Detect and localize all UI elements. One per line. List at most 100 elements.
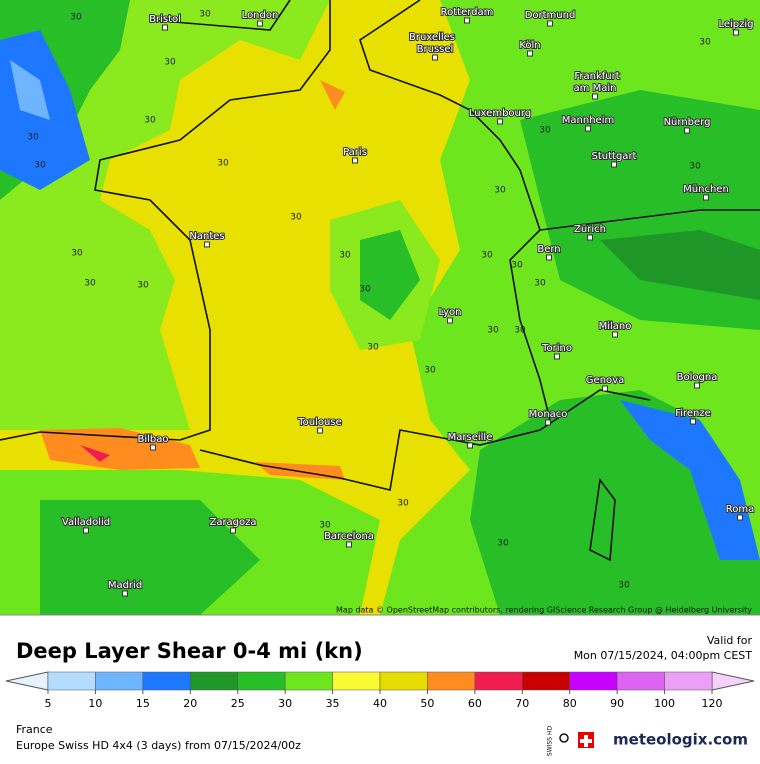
city-marker <box>527 50 533 57</box>
legend-tick-label: 15 <box>136 697 150 710</box>
legend-tick-label: 40 <box>373 697 387 710</box>
contour-label: 30 <box>217 159 229 169</box>
legend-swatch <box>47 671 96 691</box>
logo: meteologix.com <box>613 731 748 749</box>
city-label: London <box>242 10 279 21</box>
contour-label: 30 <box>199 10 211 20</box>
city-marker <box>162 24 168 31</box>
city-label: Zaragoza <box>209 517 256 528</box>
city-marker <box>611 161 617 168</box>
city-label: Frankfurt <box>574 71 619 82</box>
city-marker <box>703 194 709 201</box>
city-marker <box>447 317 453 324</box>
contour-label: 30 <box>618 581 630 591</box>
legend-tick-label: 5 <box>45 697 52 710</box>
contour-label: 30 <box>424 366 436 376</box>
city-label: Mannheim <box>562 115 614 126</box>
valid-time: Mon 07/15/2024, 04:00pm CEST <box>574 649 753 662</box>
city-marker <box>257 20 263 27</box>
city-label: Stuttgart <box>592 151 637 162</box>
legend-tick-label: 80 <box>563 697 577 710</box>
contour-label: 30 <box>699 38 711 48</box>
legend-tick-label: 90 <box>610 697 624 710</box>
legend-swatch <box>95 671 144 691</box>
legend-tick-label: 120 <box>702 697 723 710</box>
search-icon <box>559 733 569 743</box>
city-marker <box>464 17 470 24</box>
legend-tick-label: 60 <box>468 697 482 710</box>
contour-label: 30 <box>494 186 506 196</box>
city-marker <box>346 541 352 548</box>
city-label: Zürich <box>574 224 606 235</box>
legend-swatch <box>332 671 381 691</box>
legend-tick-label: 35 <box>326 697 340 710</box>
city-label: Paris <box>343 147 367 158</box>
city-marker <box>352 157 358 164</box>
city-label: am Main <box>574 83 617 94</box>
legend-tick-label: 10 <box>88 697 102 710</box>
legend-tick-label: 100 <box>654 697 675 710</box>
legend-swatch <box>664 671 713 691</box>
city-label: Lyon <box>438 307 461 318</box>
contour-label: 30 <box>137 281 149 291</box>
city-marker <box>546 254 552 261</box>
contour-label: 30 <box>481 251 493 261</box>
city-marker <box>602 385 608 392</box>
contour-label: 30 <box>319 521 331 531</box>
swiss-cross <box>580 735 592 747</box>
city-marker <box>592 93 598 100</box>
city-label: Leipzig <box>718 19 753 30</box>
legend-tick-label: 70 <box>515 697 529 710</box>
legend-swatch <box>379 671 428 691</box>
city-marker <box>585 125 591 132</box>
contour-label: 30 <box>359 285 371 295</box>
contour-label: 30 <box>34 161 46 171</box>
legend-swatch <box>427 671 476 691</box>
city-label: Toulouse <box>297 417 341 428</box>
legend-swatch <box>616 671 665 691</box>
contour-label: 30 <box>514 326 526 336</box>
legend-tick-label: 25 <box>231 697 245 710</box>
model: Europe Swiss HD 4x4 (3 days) from 07/15/… <box>16 739 301 752</box>
contour-label: 30 <box>534 279 546 289</box>
contour-label: 30 <box>70 13 82 23</box>
city-marker <box>122 590 128 597</box>
city-marker <box>204 241 210 248</box>
legend-tick-label: 20 <box>183 697 197 710</box>
contour-label: 30 <box>497 539 509 549</box>
legend-tick-label: 30 <box>278 697 292 710</box>
city-label: Marseille <box>448 432 493 443</box>
contour-label: 30 <box>339 251 351 261</box>
contour-label: 30 <box>144 116 156 126</box>
city-marker <box>690 418 696 425</box>
city-marker <box>694 382 700 389</box>
city-marker <box>684 127 690 134</box>
city-marker <box>497 118 503 125</box>
legend-swatch <box>142 671 191 691</box>
contour-label: 30 <box>290 213 302 223</box>
city-marker <box>733 29 739 36</box>
contour-label: 30 <box>367 343 379 353</box>
contour-label: 30 <box>511 261 523 271</box>
city-label: Bern <box>537 244 560 255</box>
city-label: Bilbao <box>137 434 168 445</box>
valid-label: Valid for <box>707 634 753 647</box>
city-label: Firenze <box>675 408 711 419</box>
contour-label: 30 <box>71 249 83 259</box>
borders <box>0 0 760 562</box>
logo-badge: SWISS HD <box>547 726 554 757</box>
legend-swatch <box>522 671 570 691</box>
city-label: Nürnberg <box>664 117 711 128</box>
city-label: Nantes <box>189 231 224 242</box>
city-marker <box>83 527 89 534</box>
city-label: Monaco <box>529 409 568 420</box>
city-label: Genova <box>586 375 624 386</box>
city-marker <box>467 442 473 449</box>
contour-label: 30 <box>84 279 96 289</box>
city-label: Brussel <box>417 44 454 55</box>
city-marker <box>547 20 553 27</box>
city-label: Bristol <box>149 14 181 25</box>
contour-label: 30 <box>539 126 551 136</box>
